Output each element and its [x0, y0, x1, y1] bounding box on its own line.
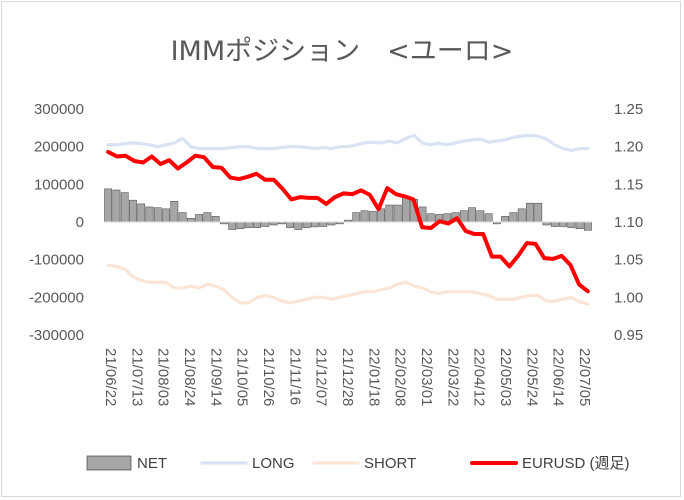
x-tick-label: 22/05/03: [497, 348, 514, 406]
eurusd-line: [106, 149, 590, 294]
net-bar: [459, 210, 468, 223]
net-bar: [311, 221, 319, 228]
legend-label: LONG: [252, 455, 295, 472]
net-bar: [360, 210, 369, 223]
x-tick-label: 21/09/14: [207, 348, 224, 406]
net-bar: [559, 221, 567, 227]
right-tick-label: 0.95: [614, 327, 643, 344]
net-bar: [104, 188, 113, 223]
net-bar: [550, 221, 559, 227]
net-bar: [112, 189, 121, 223]
net-bar: [228, 221, 237, 230]
legend-label: SHORT: [364, 455, 416, 472]
x-tick-label: 22/02/08: [392, 348, 409, 406]
net-bar: [170, 201, 179, 223]
net-bar: [509, 212, 518, 223]
legend: NET LONG SHORT EURUSD (週足): [86, 455, 630, 472]
net-bar: [526, 202, 534, 223]
short-line: [106, 263, 590, 306]
net-bar: [145, 206, 154, 223]
net-bar: [319, 221, 328, 227]
left-axis-ticks: 300000 200000 100000 0 -100000 -200000 -300000: [29, 101, 84, 344]
net-bar: [244, 221, 253, 228]
net-bar: [476, 210, 485, 223]
series-lines: [106, 133, 590, 306]
net-bar: [517, 208, 526, 223]
left-tick-label: 200000: [34, 139, 84, 156]
net-bar: [137, 203, 146, 223]
net-bar: [186, 217, 195, 223]
net-bar: [153, 207, 162, 223]
x-tick-label: 21/07/13: [128, 348, 145, 406]
net-bar: [352, 212, 361, 223]
net-bar: [567, 221, 576, 228]
net-bar: [583, 221, 592, 231]
x-tick-label: 22/04/12: [471, 348, 488, 406]
x-tick-label: 21/08/03: [155, 348, 172, 406]
x-tick-label: 22/06/14: [550, 348, 567, 406]
right-tick-label: 1.25: [614, 101, 643, 118]
net-bar: [294, 221, 303, 230]
net-bar: [162, 208, 170, 223]
x-tick-label: 21/08/24: [181, 348, 198, 406]
legend-label: NET: [137, 455, 167, 472]
legend-swatch-net: [86, 455, 132, 471]
x-tick-label: 22/07/05: [576, 348, 593, 406]
right-tick-label: 1.00: [614, 289, 643, 306]
net-bar: [236, 221, 245, 230]
net-bar: [534, 202, 543, 223]
net-bar: [253, 221, 261, 228]
x-tick-label: 21/12/28: [339, 348, 356, 406]
right-tick-label: 1.20: [614, 139, 643, 156]
net-bar: [129, 199, 137, 223]
right-axis-ticks: 1.25 1.20 1.15 1.10 1.05 1.00 0.95: [614, 101, 643, 344]
right-tick-label: 1.15: [614, 176, 643, 193]
net-bar: [211, 216, 220, 223]
net-bar: [468, 207, 476, 223]
x-tick-label: 22/05/24: [523, 348, 540, 406]
net-bar: [501, 216, 510, 223]
net-bar: [195, 214, 204, 223]
x-tick-label: 21/10/05: [234, 348, 251, 406]
left-tick-label: -100000: [29, 252, 84, 269]
net-bar: [385, 204, 394, 223]
net-bar: [203, 212, 212, 223]
net-bar: [302, 221, 311, 228]
chart-title: IMMポジション <ユーロ>: [171, 36, 514, 67]
net-bar: [426, 213, 435, 223]
net-bar: [402, 197, 410, 223]
net-bar: [575, 221, 584, 230]
x-tick-label: 22/03/22: [444, 348, 461, 406]
x-tick-label: 21/11/16: [286, 348, 303, 405]
x-tick-label: 21/10/26: [260, 348, 277, 406]
x-tick-label: 22/03/01: [418, 348, 435, 406]
left-tick-label: -200000: [29, 289, 84, 306]
right-tick-label: 1.05: [614, 252, 643, 269]
left-tick-label: -300000: [29, 327, 84, 344]
x-tick-label: 21/06/22: [102, 348, 119, 406]
net-bar: [393, 204, 402, 223]
left-tick-label: 100000: [34, 176, 84, 193]
net-bar: [286, 221, 294, 228]
right-tick-label: 1.10: [614, 214, 643, 231]
net-bar: [261, 221, 270, 227]
x-tick-label: 21/12/07: [313, 348, 330, 406]
left-tick-label: 0: [76, 214, 84, 231]
net-bar: [368, 211, 377, 223]
x-axis-ticks: 21/06/22 21/07/13 21/08/03 21/08/24 21/09/14…: [102, 348, 593, 406]
legend-label: EURUSD (週足): [522, 455, 630, 472]
net-bar: [178, 212, 187, 223]
x-tick-label: 22/01/18: [365, 348, 382, 406]
left-tick-label: 300000: [34, 101, 84, 118]
long-line: [106, 133, 590, 153]
net-bar: [484, 213, 493, 223]
net-bar: [120, 192, 129, 223]
